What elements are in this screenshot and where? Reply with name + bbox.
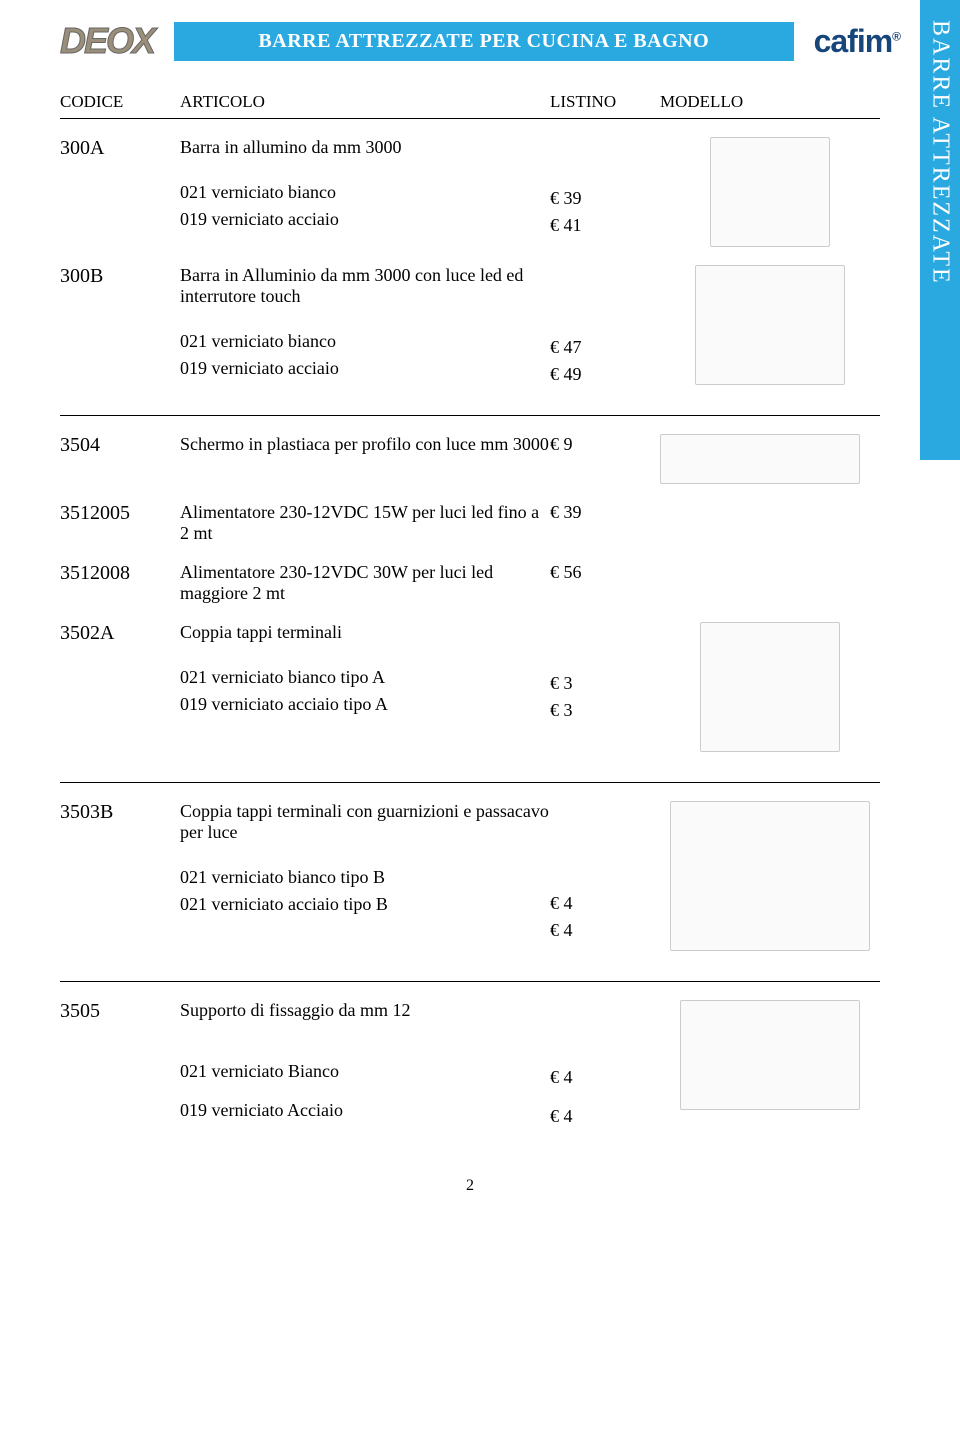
side-tab: BARRE ATTREZZATE: [920, 0, 960, 460]
price-3502A-1: € 3: [550, 673, 660, 694]
variant-3505-2: 019 verniciato Acciaio: [180, 1100, 550, 1121]
row-3505: 3505 Supporto di fissaggio da mm 12 021 …: [60, 982, 880, 1147]
row-3512005: 3512005 Alimentatore 230-12VDC 15W per l…: [60, 484, 880, 544]
variant-3502A-1: 021 verniciato bianco tipo A: [180, 667, 550, 688]
price-3512008: € 56: [550, 562, 660, 604]
code-3505: 3505: [60, 1000, 180, 1127]
diagram-300B: [695, 265, 845, 385]
price-3505-1: € 4: [550, 1067, 660, 1088]
code-3504: 3504: [60, 434, 180, 484]
desc-300B: Barra in Alluminio da mm 3000 con luce l…: [180, 265, 550, 307]
price-3503B-2: € 4: [550, 920, 660, 941]
col-articolo: ARTICOLO: [180, 92, 550, 112]
desc-300A: Barra in allumino da mm 3000: [180, 137, 550, 158]
price-3504: € 9: [550, 434, 660, 484]
desc-3505: Supporto di fissaggio da mm 12: [180, 1000, 550, 1021]
desc-3512008: Alimentatore 230-12VDC 30W per luci led …: [180, 562, 550, 604]
price-300B-1: € 47: [550, 337, 660, 358]
logo-cafim-mark: ®: [892, 29, 900, 43]
price-3503B-1: € 4: [550, 893, 660, 914]
row-3503B: 3503B Coppia tappi terminali con guarniz…: [60, 783, 880, 951]
row-300B: 300B Barra in Alluminio da mm 3000 con l…: [60, 247, 880, 385]
price-3512005: € 39: [550, 502, 660, 544]
desc-3502A: Coppia tappi terminali: [180, 622, 550, 643]
diagram-3505: [680, 1000, 860, 1110]
row-300A: 300A Barra in allumino da mm 3000 021 ve…: [60, 119, 880, 247]
code-3502A: 3502A: [60, 622, 180, 752]
price-300A-1: € 39: [550, 188, 660, 209]
diagram-3502A: [700, 622, 840, 752]
title-banner: BARRE ATTREZZATE PER CUCINA E BAGNO: [174, 22, 794, 61]
variant-300A-1: 021 verniciato bianco: [180, 182, 550, 203]
row-3504: 3504 Schermo in plastiaca per profilo co…: [60, 416, 880, 484]
price-300A-2: € 41: [550, 215, 660, 236]
row-3512008: 3512008 Alimentatore 230-12VDC 30W per l…: [60, 544, 880, 604]
variant-3503B-1: 021 verniciato bianco tipo B: [180, 867, 550, 888]
variant-3503B-2: 021 verniciato acciaio tipo B: [180, 894, 550, 915]
variant-300A-2: 019 verniciato acciaio: [180, 209, 550, 230]
page-header: DEOX BARRE ATTREZZATE PER CUCINA E BAGNO…: [60, 20, 900, 62]
price-300B-2: € 49: [550, 364, 660, 385]
variant-3505-1: 021 verniciato Bianco: [180, 1061, 550, 1082]
variant-300B-1: 021 verniciato bianco: [180, 331, 550, 352]
price-3502A-2: € 3: [550, 700, 660, 721]
variant-300B-2: 019 verniciato acciaio: [180, 358, 550, 379]
variant-3502A-2: 019 verniciato acciaio tipo A: [180, 694, 550, 715]
desc-3512005: Alimentatore 230-12VDC 15W per luci led …: [180, 502, 550, 544]
col-listino: LISTINO: [550, 92, 660, 112]
diagram-3504: [660, 434, 860, 484]
diagram-300A: [710, 137, 830, 247]
col-modello: MODELLO: [660, 92, 880, 112]
desc-3503B: Coppia tappi terminali con guarnizioni e…: [180, 801, 550, 843]
logo-deox: DEOX: [60, 20, 154, 62]
code-3512008: 3512008: [60, 562, 180, 604]
col-code: CODICE: [60, 92, 180, 112]
price-3505-2: € 4: [550, 1106, 660, 1127]
column-headers: CODICE ARTICOLO LISTINO MODELLO: [60, 82, 880, 119]
diagram-3503B: [670, 801, 870, 951]
row-3502A: 3502A Coppia tappi terminali 021 vernici…: [60, 604, 880, 752]
page-number: 2: [60, 1177, 880, 1195]
logo-cafim-text: cafim: [814, 23, 893, 59]
logo-cafim: cafim®: [814, 23, 900, 60]
code-3512005: 3512005: [60, 502, 180, 544]
code-300A: 300A: [60, 137, 180, 247]
code-300B: 300B: [60, 265, 180, 385]
code-3503B: 3503B: [60, 801, 180, 951]
desc-3504: Schermo in plastiaca per profilo con luc…: [180, 434, 550, 484]
